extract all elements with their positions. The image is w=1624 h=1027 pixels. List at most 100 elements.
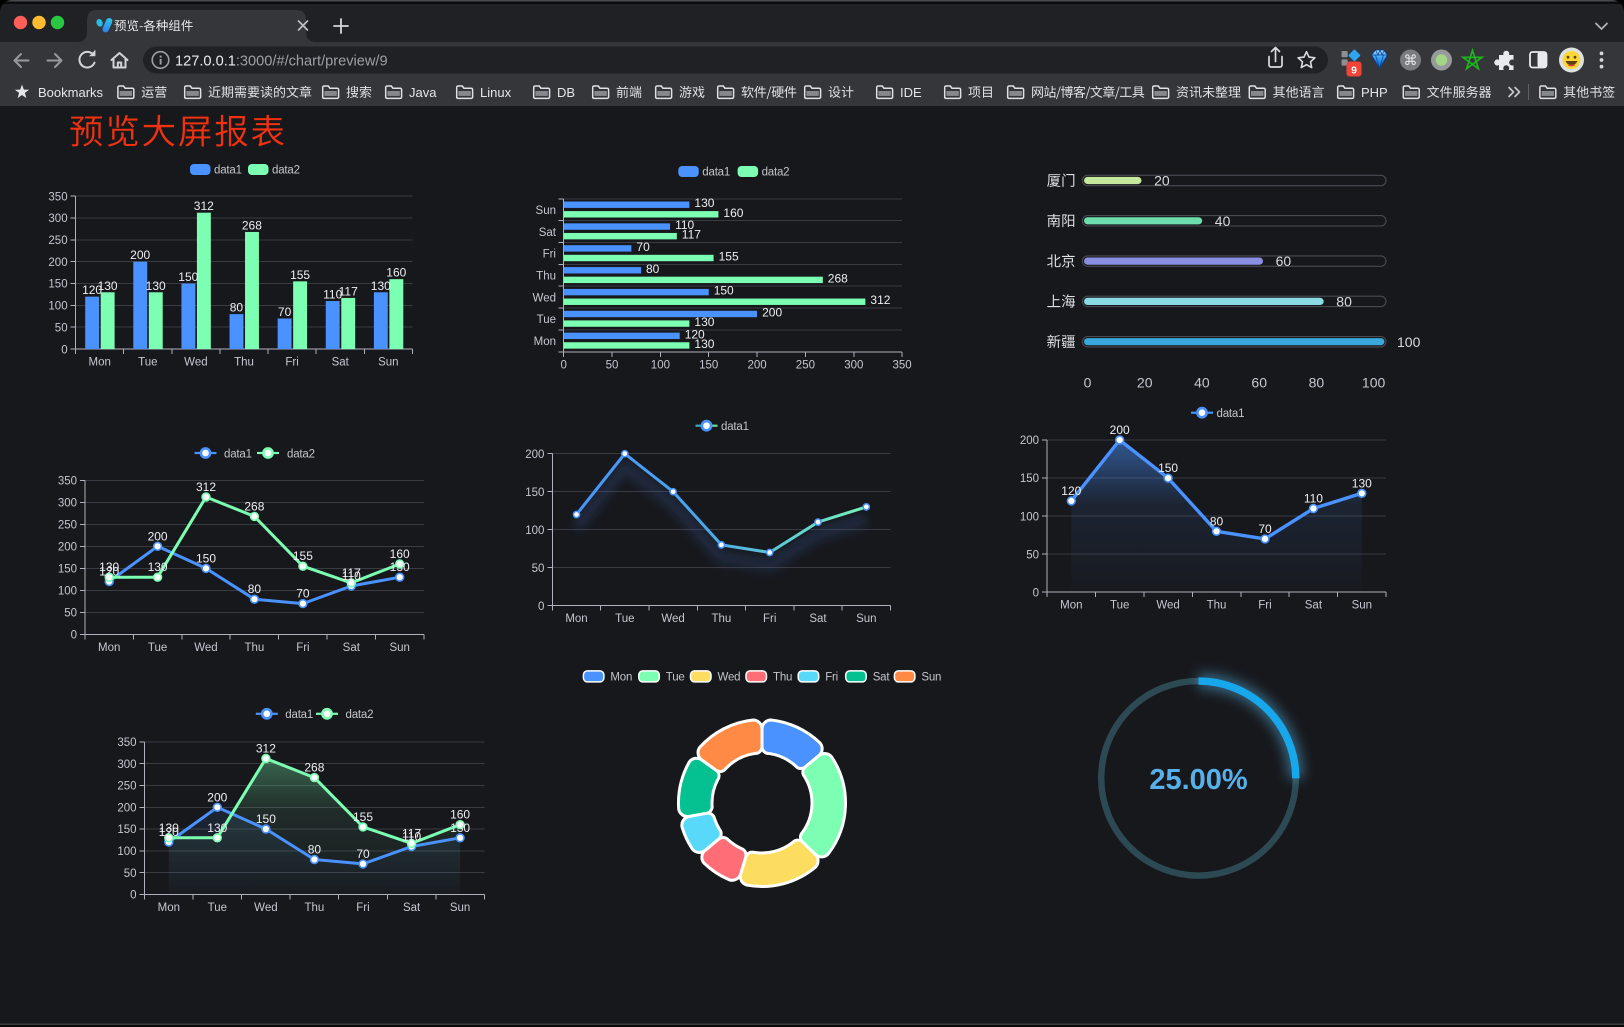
svg-text:70: 70 bbox=[636, 240, 650, 254]
svg-text:250: 250 bbox=[48, 235, 67, 247]
svg-text:312: 312 bbox=[870, 293, 890, 307]
svg-text:160: 160 bbox=[450, 808, 470, 822]
svg-text:130: 130 bbox=[371, 279, 391, 293]
svg-text:312: 312 bbox=[256, 742, 276, 756]
svg-text:160: 160 bbox=[723, 206, 743, 220]
svg-text:Thu: Thu bbox=[244, 642, 264, 654]
svg-text:Thu: Thu bbox=[536, 271, 556, 283]
svg-text:data1: data1 bbox=[214, 165, 242, 177]
svg-text:Fri: Fri bbox=[825, 672, 838, 684]
svg-text:117: 117 bbox=[402, 826, 421, 840]
svg-text:data1: data1 bbox=[721, 421, 749, 433]
svg-text:Sun: Sun bbox=[921, 672, 941, 684]
svg-text:60: 60 bbox=[1251, 374, 1267, 390]
svg-text:Sun: Sun bbox=[378, 357, 398, 369]
svg-text:Fri: Fri bbox=[296, 642, 309, 654]
svg-text:data1: data1 bbox=[224, 448, 252, 460]
svg-text:Thu: Thu bbox=[773, 672, 792, 684]
svg-text:200: 200 bbox=[762, 306, 782, 320]
svg-text:Tue: Tue bbox=[138, 357, 157, 369]
svg-text:50: 50 bbox=[64, 608, 77, 620]
svg-text:Java: Java bbox=[409, 85, 437, 100]
svg-text:Sat: Sat bbox=[1305, 600, 1323, 612]
svg-text:150: 150 bbox=[256, 812, 276, 826]
svg-text:Wed: Wed bbox=[1156, 600, 1179, 612]
svg-text:312: 312 bbox=[196, 480, 216, 494]
svg-text:Sun: Sun bbox=[536, 205, 556, 217]
svg-text:Sun: Sun bbox=[1352, 600, 1372, 612]
svg-text:130: 130 bbox=[1352, 476, 1372, 490]
svg-text:155: 155 bbox=[293, 549, 313, 563]
svg-text:Mon: Mon bbox=[534, 336, 556, 348]
svg-text:data2: data2 bbox=[762, 167, 790, 179]
svg-text:350: 350 bbox=[893, 359, 912, 371]
svg-text:100: 100 bbox=[1020, 511, 1039, 523]
svg-text:80: 80 bbox=[1336, 294, 1352, 310]
svg-text:250: 250 bbox=[117, 781, 136, 793]
svg-text:data1: data1 bbox=[285, 709, 313, 721]
svg-text:9: 9 bbox=[1351, 64, 1357, 76]
svg-text:100: 100 bbox=[117, 846, 136, 858]
svg-text:350: 350 bbox=[48, 191, 67, 203]
svg-text:200: 200 bbox=[1020, 435, 1039, 447]
svg-text:0: 0 bbox=[1084, 374, 1092, 390]
svg-text:300: 300 bbox=[58, 498, 77, 510]
svg-text:Tue: Tue bbox=[537, 314, 556, 326]
svg-text:110: 110 bbox=[1304, 492, 1323, 506]
svg-text:Tue: Tue bbox=[666, 672, 685, 684]
svg-text:data2: data2 bbox=[272, 165, 300, 177]
svg-text:60: 60 bbox=[1276, 253, 1292, 269]
svg-text:268: 268 bbox=[828, 271, 848, 285]
svg-text:70: 70 bbox=[278, 305, 292, 319]
svg-text:312: 312 bbox=[194, 199, 214, 213]
svg-text:150: 150 bbox=[58, 564, 77, 576]
svg-text:100: 100 bbox=[1397, 334, 1421, 350]
svg-text:100: 100 bbox=[651, 359, 670, 371]
svg-text:130: 130 bbox=[694, 315, 714, 329]
svg-text:Wed: Wed bbox=[254, 902, 277, 914]
svg-text:268: 268 bbox=[304, 761, 324, 775]
svg-text:data1: data1 bbox=[702, 167, 730, 179]
svg-text:Fri: Fri bbox=[356, 902, 369, 914]
svg-text:Wed: Wed bbox=[661, 613, 684, 625]
svg-text:Wed: Wed bbox=[533, 292, 556, 304]
svg-text:70: 70 bbox=[296, 587, 310, 601]
svg-text:Thu: Thu bbox=[711, 613, 731, 625]
svg-text:Bookmarks: Bookmarks bbox=[38, 85, 104, 100]
svg-text:data1: data1 bbox=[1217, 408, 1245, 420]
svg-text:120: 120 bbox=[82, 283, 102, 297]
svg-text:150: 150 bbox=[178, 270, 198, 284]
svg-text:100: 100 bbox=[58, 586, 77, 598]
svg-text:Mon: Mon bbox=[89, 357, 111, 369]
svg-text:80: 80 bbox=[646, 262, 660, 276]
svg-text:268: 268 bbox=[244, 499, 264, 513]
svg-text:200: 200 bbox=[58, 542, 77, 554]
svg-text:0: 0 bbox=[560, 359, 566, 371]
svg-text:Sat: Sat bbox=[343, 642, 361, 654]
svg-text:200: 200 bbox=[130, 248, 150, 262]
svg-text:80: 80 bbox=[1309, 374, 1325, 390]
svg-text:130: 130 bbox=[98, 279, 118, 293]
svg-text:0: 0 bbox=[130, 890, 136, 902]
svg-text:50: 50 bbox=[606, 359, 619, 371]
svg-text:Wed: Wed bbox=[184, 357, 207, 369]
svg-text:40: 40 bbox=[1194, 374, 1210, 390]
svg-text:Tue: Tue bbox=[208, 902, 227, 914]
svg-text:150: 150 bbox=[196, 551, 216, 565]
svg-text:Tue: Tue bbox=[615, 613, 634, 625]
svg-text:110: 110 bbox=[342, 569, 361, 583]
svg-text:Wed: Wed bbox=[194, 642, 217, 654]
svg-text:0: 0 bbox=[71, 630, 77, 642]
svg-text:200: 200 bbox=[748, 359, 767, 371]
svg-text:150: 150 bbox=[1158, 461, 1178, 475]
svg-text:20: 20 bbox=[1154, 173, 1170, 189]
svg-text:150: 150 bbox=[525, 487, 544, 499]
svg-text:PHP: PHP bbox=[1361, 85, 1388, 100]
svg-text:50: 50 bbox=[55, 322, 68, 334]
svg-text:80: 80 bbox=[308, 843, 322, 857]
svg-text:117: 117 bbox=[342, 566, 361, 580]
svg-text:Mon: Mon bbox=[98, 642, 120, 654]
svg-text:160: 160 bbox=[386, 266, 406, 280]
svg-text:IDE: IDE bbox=[900, 85, 922, 100]
svg-text:200: 200 bbox=[117, 803, 136, 815]
